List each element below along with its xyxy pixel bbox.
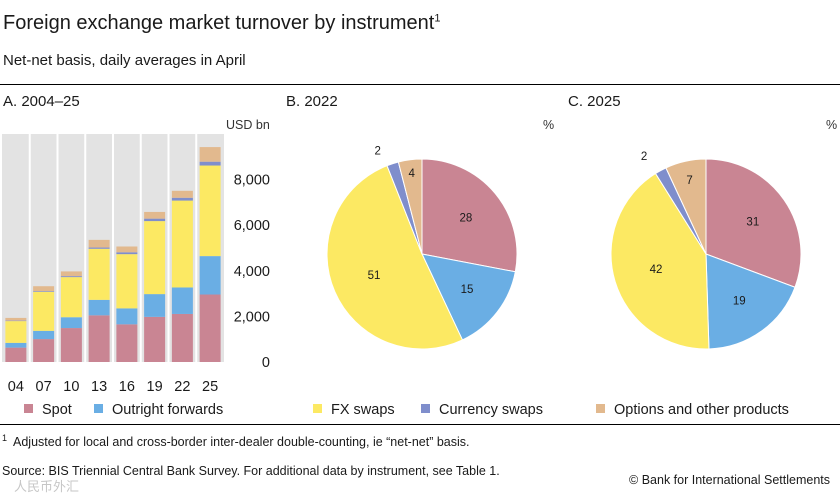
bar-fx-swaps-07 bbox=[33, 292, 54, 331]
bar-outright-forwards-25 bbox=[200, 256, 221, 294]
bottom-rule bbox=[0, 424, 840, 425]
bar-fx-swaps-19 bbox=[144, 221, 165, 294]
bar-outright-forwards-16 bbox=[116, 308, 137, 324]
x-tick-label: 07 bbox=[36, 379, 52, 395]
y-tick-label: 6,000 bbox=[234, 218, 270, 234]
x-tick-label: 16 bbox=[119, 379, 135, 395]
bar-spot-16 bbox=[116, 324, 137, 362]
x-tick-label: 25 bbox=[202, 379, 218, 395]
legend-item-spot: Spot bbox=[24, 402, 72, 418]
legend-swatch-spot bbox=[24, 404, 33, 413]
bar-options-and-other-products-13 bbox=[89, 240, 110, 248]
bar-currency-swaps-07 bbox=[33, 291, 54, 292]
bar-options-and-other-products-25 bbox=[200, 147, 221, 162]
legend-item-currency-swaps: Currency swaps bbox=[421, 402, 543, 418]
pie-label-fx-swaps: 51 bbox=[368, 270, 381, 282]
y-tick-label: 4,000 bbox=[234, 264, 270, 280]
bar-spot-22 bbox=[172, 314, 193, 362]
bar-fx-swaps-16 bbox=[116, 254, 137, 308]
x-tick-label: 22 bbox=[174, 379, 190, 395]
bar-currency-swaps-10 bbox=[61, 276, 82, 277]
bar-spot-13 bbox=[89, 315, 110, 362]
bar-outright-forwards-13 bbox=[89, 300, 110, 315]
bar-x-ticks: 04 07 10 13 16 19 22 25 bbox=[8, 379, 218, 395]
legend-item-outright-forwards: Outright forwards bbox=[94, 402, 223, 418]
bar-fx-swaps-13 bbox=[89, 249, 110, 300]
footnote: 1 Adjusted for local and cross-border int… bbox=[2, 433, 470, 449]
bar-options-and-other-products-16 bbox=[116, 246, 137, 252]
bar-spot-10 bbox=[61, 328, 82, 362]
legend-label-options-other: Options and other products bbox=[614, 402, 789, 418]
pie-label-fx-swaps: 42 bbox=[650, 264, 663, 276]
y-tick-label: 0 bbox=[262, 355, 270, 371]
bar-options-and-other-products-22 bbox=[172, 191, 193, 198]
x-tick-label: 13 bbox=[91, 379, 107, 395]
bar-fx-swaps-25 bbox=[200, 166, 221, 257]
bar-outright-forwards-04 bbox=[5, 343, 26, 348]
bar-spot-04 bbox=[5, 348, 26, 362]
bar-currency-swaps-19 bbox=[144, 219, 165, 221]
pie-label-outright-forwards: 19 bbox=[733, 295, 746, 307]
x-tick-label: 19 bbox=[147, 379, 163, 395]
legend-label-currency-swaps: Currency swaps bbox=[439, 402, 543, 418]
copyright: © Bank for International Settlements bbox=[629, 473, 830, 487]
pie-2025: 31 19 42 2 7 bbox=[611, 151, 801, 349]
bar-y-ticks: 0 2,000 4,000 6,000 8,000 bbox=[234, 173, 270, 371]
bar-currency-swaps-16 bbox=[116, 252, 137, 254]
bar-outright-forwards-19 bbox=[144, 294, 165, 317]
bar-options-and-other-products-04 bbox=[5, 318, 26, 321]
bar-fx-swaps-10 bbox=[61, 277, 82, 317]
bar-outright-forwards-10 bbox=[61, 317, 82, 328]
legend-swatch-fx-swaps bbox=[313, 404, 322, 413]
legend-label-fx-swaps: FX swaps bbox=[331, 402, 395, 418]
bar-currency-swaps-25 bbox=[200, 162, 221, 166]
pie-label-options-and-other-products: 4 bbox=[409, 168, 416, 180]
bar-spot-25 bbox=[200, 295, 221, 362]
legend: Spot Outright forwards FX swaps Currency… bbox=[0, 402, 840, 422]
bar-options-and-other-products-10 bbox=[61, 271, 82, 276]
pie-label-options-and-other-products: 7 bbox=[686, 175, 692, 187]
bar-fx-swaps-22 bbox=[172, 201, 193, 288]
watermark: 人民币外汇 bbox=[14, 476, 79, 495]
pie-label-currency-swaps: 2 bbox=[641, 151, 647, 163]
bar-spot-19 bbox=[144, 317, 165, 362]
bar-currency-swaps-22 bbox=[172, 198, 193, 201]
bar-fx-swaps-04 bbox=[5, 321, 26, 343]
pie-label-outright-forwards: 15 bbox=[461, 284, 474, 296]
legend-swatch-options-other bbox=[596, 404, 605, 413]
x-tick-label: 04 bbox=[8, 379, 24, 395]
bar-outright-forwards-07 bbox=[33, 331, 54, 339]
legend-swatch-currency-swaps bbox=[421, 404, 430, 413]
footnote-mark: 1 bbox=[2, 433, 7, 443]
bar-spot-07 bbox=[33, 339, 54, 362]
x-tick-label: 10 bbox=[63, 379, 79, 395]
legend-label-spot: Spot bbox=[42, 402, 72, 418]
pie-label-spot: 28 bbox=[460, 213, 473, 225]
bar-currency-swaps-13 bbox=[89, 248, 110, 249]
y-tick-label: 2,000 bbox=[234, 309, 270, 325]
bar-outright-forwards-22 bbox=[172, 287, 193, 314]
pie-2022: 28 15 51 2 4 bbox=[327, 146, 517, 349]
legend-swatch-outright-forwards bbox=[94, 404, 103, 413]
bar-options-and-other-products-19 bbox=[144, 212, 165, 219]
pie-label-currency-swaps: 2 bbox=[375, 146, 381, 158]
bar-options-and-other-products-07 bbox=[33, 286, 54, 291]
y-tick-label: 8,000 bbox=[234, 173, 270, 189]
legend-item-options-other: Options and other products bbox=[596, 402, 789, 418]
footnote-text: Adjusted for local and cross-border inte… bbox=[13, 435, 470, 449]
pie-label-spot: 31 bbox=[746, 217, 759, 229]
legend-item-fx-swaps: FX swaps bbox=[313, 402, 395, 418]
legend-label-outright-forwards: Outright forwards bbox=[112, 402, 223, 418]
